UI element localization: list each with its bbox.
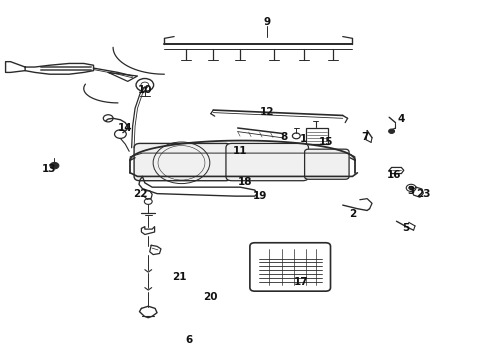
Text: 16: 16 bbox=[387, 170, 401, 180]
Text: 4: 4 bbox=[398, 114, 405, 124]
Text: 5: 5 bbox=[403, 224, 410, 233]
Text: 20: 20 bbox=[203, 292, 218, 302]
FancyBboxPatch shape bbox=[305, 149, 349, 179]
Text: 18: 18 bbox=[238, 177, 252, 187]
Text: 10: 10 bbox=[138, 85, 152, 95]
Text: 8: 8 bbox=[280, 132, 288, 142]
Text: 2: 2 bbox=[349, 209, 356, 219]
Text: 11: 11 bbox=[233, 146, 247, 156]
Text: 19: 19 bbox=[252, 191, 267, 201]
Text: 7: 7 bbox=[361, 132, 368, 142]
Text: 21: 21 bbox=[172, 272, 186, 282]
Text: 17: 17 bbox=[294, 277, 309, 287]
Text: 14: 14 bbox=[118, 123, 133, 133]
Bar bbox=[306, 128, 328, 144]
Circle shape bbox=[50, 162, 59, 169]
Text: 13: 13 bbox=[42, 164, 57, 174]
Text: 15: 15 bbox=[318, 138, 333, 147]
Text: 22: 22 bbox=[133, 189, 147, 199]
Text: 3: 3 bbox=[408, 186, 415, 196]
FancyBboxPatch shape bbox=[226, 143, 309, 181]
FancyBboxPatch shape bbox=[134, 143, 231, 181]
Text: 23: 23 bbox=[416, 189, 431, 199]
Text: 6: 6 bbox=[185, 334, 193, 345]
Text: 12: 12 bbox=[260, 107, 274, 117]
Circle shape bbox=[409, 186, 414, 190]
Text: 9: 9 bbox=[264, 17, 270, 27]
Circle shape bbox=[389, 129, 394, 134]
Text: 1: 1 bbox=[300, 134, 307, 144]
FancyBboxPatch shape bbox=[250, 243, 331, 291]
